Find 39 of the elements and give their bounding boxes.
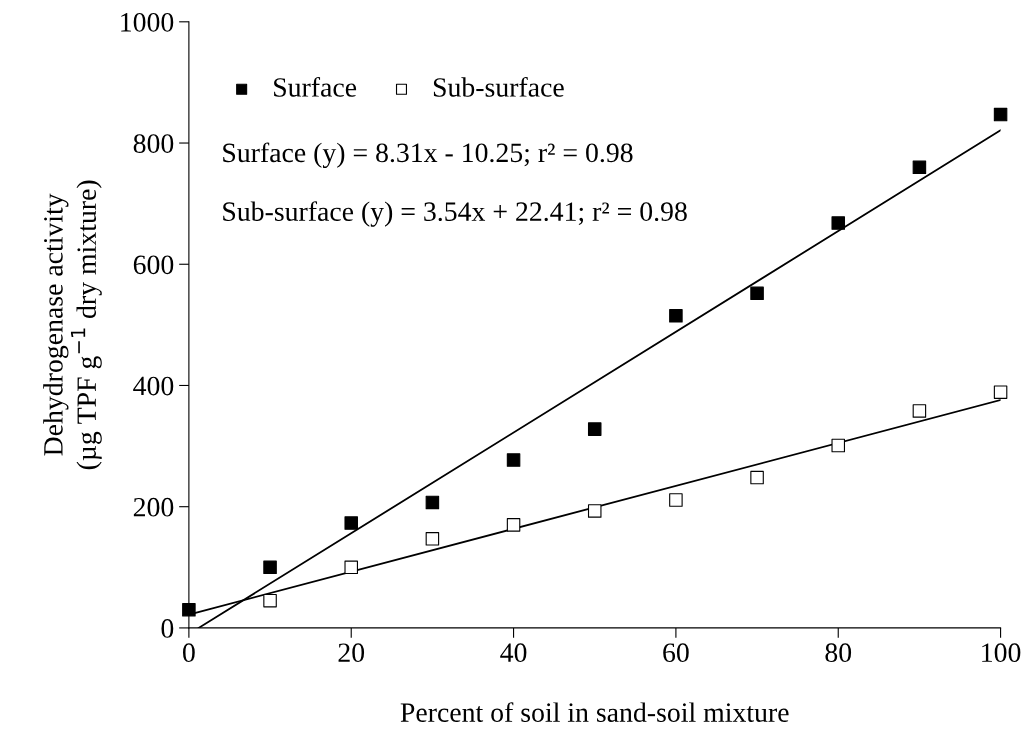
y-tick-label: 400 — [133, 376, 174, 396]
point — [425, 495, 440, 510]
x-tick-label: 0 — [183, 643, 195, 663]
point — [912, 160, 927, 175]
point — [993, 107, 1008, 122]
point — [669, 309, 683, 323]
x-axis-title: Percent of soil in sand-soil mixture — [400, 702, 789, 722]
x-tick-label: 40 — [500, 643, 527, 663]
annotation: Sub-surface (y) = 3.54x + 22.41; r² = 0.98 — [223, 201, 687, 227]
point — [263, 560, 277, 575]
y-tick-label: 800 — [133, 134, 174, 153]
point — [263, 593, 277, 608]
y-tick-label: 600 — [133, 255, 174, 275]
point — [669, 493, 683, 507]
point — [993, 385, 1008, 399]
legend-label: Surface — [274, 77, 357, 97]
x-tick-label: 100 — [982, 643, 1021, 663]
x-tick-label: 20 — [338, 643, 365, 663]
y-axis-title: Dehydrogenase activity (µg TPF g$^{−1}$ dry mixture) — [43, 180, 102, 470]
point — [344, 560, 358, 575]
point — [831, 438, 846, 453]
point — [182, 602, 196, 617]
y-tick-label: 200 — [133, 497, 174, 517]
y-tick-label: 0 — [161, 619, 174, 638]
y-tick-label: 1000 — [121, 12, 174, 32]
legend-label: Sub-surface — [433, 77, 564, 97]
point — [912, 404, 927, 418]
point — [506, 453, 521, 467]
point — [750, 470, 764, 485]
point — [750, 286, 764, 301]
point — [587, 422, 602, 436]
point — [425, 532, 440, 546]
annotation: Surface (y) = 8.31x - 10.25; r² = 0.98 — [223, 142, 633, 168]
point — [506, 518, 521, 532]
point — [587, 504, 602, 518]
x-tick-label: 80 — [825, 643, 852, 663]
point — [344, 516, 358, 530]
point — [831, 216, 846, 230]
x-tick-label: 60 — [663, 643, 689, 663]
